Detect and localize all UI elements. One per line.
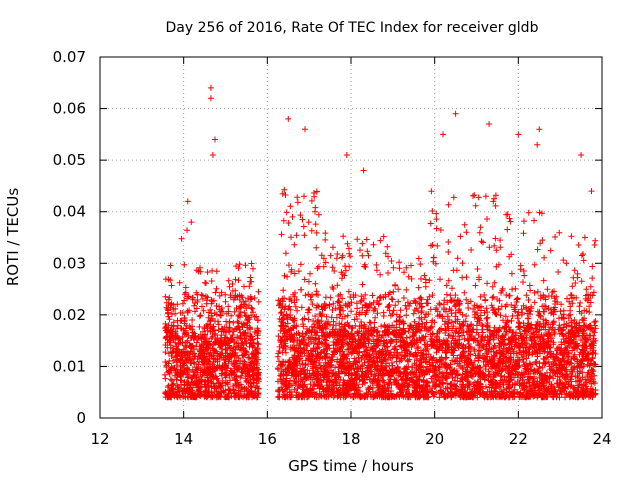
plot-frame — [99, 56, 603, 419]
x-tick-label: 12 — [90, 430, 109, 448]
x-tick-label: 18 — [341, 430, 360, 448]
y-tick-label: 0.02 — [53, 306, 86, 324]
y-axis-title: ROTI / TECUs — [4, 188, 22, 286]
x-tick-label: 14 — [174, 430, 193, 448]
x-tick-label: 24 — [592, 430, 611, 448]
y-tick-label: 0.05 — [53, 151, 86, 169]
x-tick-label: 20 — [425, 430, 444, 448]
y-tick-label: 0.04 — [53, 203, 86, 221]
chart-title: Day 256 of 2016, Rate Of TEC Index for r… — [166, 20, 539, 36]
x-tick-label: 16 — [258, 430, 277, 448]
roti-points — [161, 84, 599, 401]
x-axis-title: GPS time / hours — [288, 457, 414, 475]
y-tick-label: 0.01 — [53, 357, 86, 375]
tick-labels: 12 14 16 18 20 22 24 0 0.01 0.02 0.03 0.04 0.05 0.06 0… — [53, 48, 612, 448]
y-tick-label: 0 — [76, 409, 86, 427]
x-tick-label: 22 — [509, 430, 528, 448]
y-tick-label: 0.06 — [53, 100, 86, 118]
y-tick-label: 0.03 — [53, 254, 86, 272]
roti-scatter-markers — [161, 84, 599, 401]
y-tick-label: 0.07 — [53, 48, 86, 66]
